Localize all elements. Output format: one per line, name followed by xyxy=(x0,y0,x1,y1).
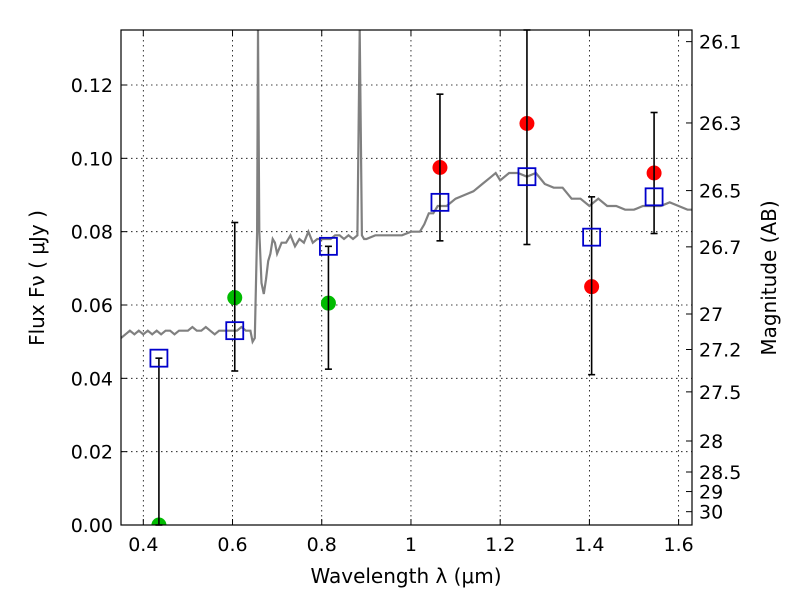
x-tick-label: 1 xyxy=(405,534,417,556)
y-axis-label: Flux Fν ( μJy ) xyxy=(25,210,49,346)
grid-layer xyxy=(121,30,692,526)
y2-tick-label: 27.2 xyxy=(699,340,741,362)
model-square-point xyxy=(644,187,664,207)
plot-frame xyxy=(120,29,693,526)
y2-axis-label: Magnitude (AB) xyxy=(757,200,781,355)
y2-tick-label: 26.1 xyxy=(699,32,741,54)
template-spectrum-line xyxy=(121,30,692,345)
model-square-point xyxy=(517,167,537,187)
model-square-point xyxy=(319,236,338,256)
x-tick-label: 1.6 xyxy=(664,534,694,556)
x-tick-label: 1.2 xyxy=(485,534,515,556)
x-tick-label: 0.4 xyxy=(128,534,158,556)
y-tick-label: 0.04 xyxy=(71,368,113,390)
model-square-point xyxy=(430,192,450,212)
x-tick-label: 1.4 xyxy=(574,534,604,556)
y2-tick-label: 28.5 xyxy=(699,462,741,484)
x-tick-label: 0.8 xyxy=(307,534,337,556)
y2-tick-label: 26.3 xyxy=(699,113,741,135)
y-tick-label: 0.12 xyxy=(71,75,113,97)
ticks-layer: 0.4 0.6 0.8 1 1.2 1.4 1.6 0.00 0.02 0.04 0.06 0.08 0… xyxy=(71,30,741,556)
y2-tick-label: 26.5 xyxy=(699,181,741,203)
y-tick-label: 0.08 xyxy=(71,222,113,244)
x-axis-label: Wavelength λ (μm) xyxy=(310,564,501,588)
plot-content xyxy=(121,29,692,526)
y2-tick-label: 29 xyxy=(699,482,723,504)
y2-tick-label: 26.7 xyxy=(699,237,741,259)
model-square-point xyxy=(582,227,602,247)
model-square-point xyxy=(225,321,245,341)
y-tick-label: 0.02 xyxy=(71,442,113,464)
y2-tick-label: 27.5 xyxy=(699,382,741,404)
y2-tick-label: 28 xyxy=(699,431,723,453)
model-square-point xyxy=(149,348,169,368)
x-tick-label: 0.6 xyxy=(217,534,247,556)
y-tick-label: 0.10 xyxy=(71,148,113,170)
y2-tick-label: 27 xyxy=(699,304,723,326)
y2-tick-label: 30 xyxy=(699,502,723,524)
y-tick-label: 0.06 xyxy=(71,295,113,317)
y-tick-label: 0.00 xyxy=(71,515,113,537)
